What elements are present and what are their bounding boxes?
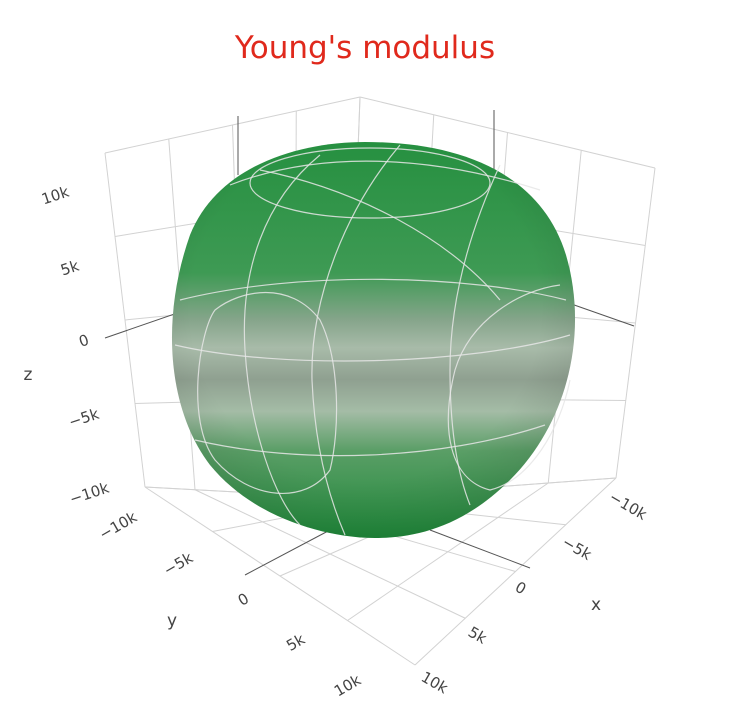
- z-tick-label: 5k: [58, 257, 81, 280]
- y-tick-label: −5k: [160, 548, 196, 579]
- z-axis-title: z: [24, 365, 33, 385]
- y-tick-label: −10k: [96, 508, 140, 544]
- x-zero-axis-line: [429, 529, 531, 569]
- x-tick-label: 10k: [418, 668, 451, 698]
- y-tick-label: 5k: [283, 630, 308, 655]
- x-tick-label: −10k: [606, 488, 650, 524]
- x-tick-label: 5k: [465, 623, 490, 648]
- y-tick-label: 0: [235, 589, 252, 609]
- y-zero-axis-line: [244, 529, 331, 576]
- y-axis-title: y: [167, 611, 177, 631]
- z-tick-label: 0: [77, 331, 92, 351]
- z-axis-ticks: −10k −5k 0 5k 10k: [39, 183, 111, 509]
- grid-line-z-left: [104, 96, 361, 154]
- grid-line-y-floor: [144, 486, 416, 666]
- grid-line-y-floor: [194, 489, 466, 619]
- x-tick-label: −5k: [559, 533, 595, 564]
- x-tick-label: 0: [512, 578, 529, 598]
- youngs-modulus-surface[interactable]: [171, 142, 576, 538]
- y-tick-label: 10k: [331, 671, 364, 701]
- z-tick-label: −10k: [67, 479, 111, 509]
- z-tick-label: 10k: [39, 183, 71, 209]
- chart-title: Young's modulus: [234, 30, 496, 66]
- axis-lines: [104, 110, 635, 576]
- grid-line-z-right: [359, 96, 656, 169]
- x-axis-title: x: [591, 595, 601, 615]
- z-tick-label: −5k: [66, 405, 101, 432]
- y-axis-ticks: −10k −5k 0 5k 10k: [96, 508, 364, 701]
